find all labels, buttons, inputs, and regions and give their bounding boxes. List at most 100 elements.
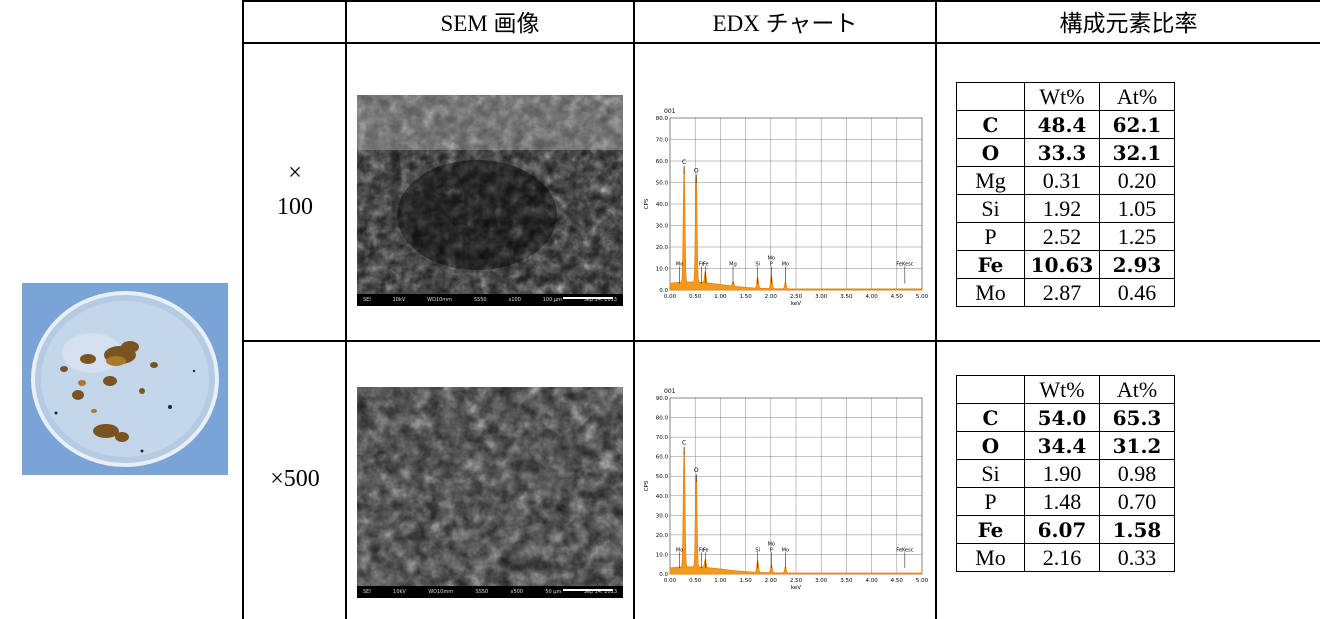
grid-top xyxy=(242,0,1320,2)
element-marker-label: Mo xyxy=(676,547,683,553)
x-tick-label: 5.00 xyxy=(916,294,929,300)
y-tick-label: 50.0 xyxy=(656,181,669,187)
x-axis-label: keV xyxy=(791,301,801,307)
wt-cell: 1.90 xyxy=(1024,459,1100,488)
element-cell: Mo xyxy=(956,543,1025,572)
wt-cell: 1.92 xyxy=(1024,194,1100,223)
wt-cell: 54.0 xyxy=(1024,403,1100,432)
wt-cell: 34.4 xyxy=(1024,431,1100,460)
x-tick-label: 4.50 xyxy=(891,294,904,300)
y-tick-label: 20.0 xyxy=(656,245,669,251)
at-cell: 62.1 xyxy=(1099,110,1175,139)
at-cell: 0.98 xyxy=(1099,459,1175,488)
element-marker-label: Mo xyxy=(782,547,789,553)
column-header xyxy=(956,375,1025,404)
x-tick-label: 2.00 xyxy=(765,294,778,300)
y-tick-label: 10.0 xyxy=(656,267,669,273)
x-tick-label: 4.50 xyxy=(891,578,904,584)
x-tick-label: 4.00 xyxy=(865,294,878,300)
peak-label: C xyxy=(682,159,686,166)
y-tick-label: 80.0 xyxy=(656,416,669,422)
wt-cell: 10.63 xyxy=(1024,250,1100,279)
magnification-label-row2: ×500 xyxy=(270,466,320,492)
wt-cell: 0.31 xyxy=(1024,166,1100,195)
element-marker-label: FeKesc xyxy=(896,262,913,268)
composition-table-row2: Wt% At% C 54.0 65.3 O 34.4 31.2 Si 1.90 0.98 P 1.48 0… xyxy=(956,375,1175,572)
at-cell: 2.93 xyxy=(1099,250,1175,279)
spectrum-series xyxy=(669,447,923,575)
x-tick-label: 2.50 xyxy=(790,578,803,584)
spectrum-series xyxy=(669,166,923,291)
x-axis-label: keV xyxy=(791,585,801,591)
element-marker-label: FeKesc xyxy=(896,547,913,553)
y-tick-label: 40.0 xyxy=(656,202,669,208)
table-row: P 2.52 1.25 xyxy=(956,222,1175,251)
element-cell: P xyxy=(956,222,1025,251)
y-tick-label: 0.0 xyxy=(659,572,668,578)
grid-col-2 xyxy=(345,0,347,619)
y-axis-label: CPS xyxy=(644,480,650,491)
element-marker-label: Fe xyxy=(699,262,705,268)
y-tick-label: 90.0 xyxy=(656,396,669,402)
table-row: Si 1.90 0.98 xyxy=(956,459,1175,488)
sample-photo xyxy=(22,283,228,475)
wt-cell: 48.4 xyxy=(1024,110,1100,139)
element-marker-label: Fe xyxy=(703,547,709,553)
y-tick-label: 70.0 xyxy=(656,435,669,441)
y-tick-label: 0.0 xyxy=(659,288,668,294)
x-tick-label: 2.00 xyxy=(765,578,778,584)
at-cell: 0.20 xyxy=(1099,166,1175,195)
y-tick-label: 20.0 xyxy=(656,533,669,539)
scale-bar xyxy=(563,297,613,299)
element-cell: P xyxy=(956,487,1025,516)
table-row: C 54.0 65.3 xyxy=(956,403,1175,432)
wt-cell: 2.52 xyxy=(1024,222,1100,251)
at-cell: 65.3 xyxy=(1099,403,1175,432)
x-tick-label: 3.00 xyxy=(815,294,828,300)
at-cell: 0.46 xyxy=(1099,278,1175,307)
x-tick-label: 0.50 xyxy=(689,578,702,584)
x-tick-label: 5.00 xyxy=(916,578,929,584)
y-tick-label: 10.0 xyxy=(656,552,669,558)
element-cell: O xyxy=(956,138,1025,167)
grid-col-4 xyxy=(935,0,937,619)
chart-title: 001 xyxy=(664,108,676,115)
y-tick-label: 80.0 xyxy=(656,116,669,122)
grid-col-1 xyxy=(242,0,244,619)
column-header: At% xyxy=(1099,375,1175,404)
element-marker-label: Fe xyxy=(703,262,709,268)
element-marker-label: Si xyxy=(755,547,760,553)
element-cell: Fe xyxy=(956,515,1025,544)
x-tick-label: 0.50 xyxy=(689,294,702,300)
edx-chart-row1: 001 0.00 0.50 1.00 1.50 2.00 2.50 3.00 3.50 4.00 4… xyxy=(644,108,929,307)
x-tick-label: 1.50 xyxy=(739,294,752,300)
table-row: P 1.48 0.70 xyxy=(956,487,1175,516)
element-cell: O xyxy=(956,431,1025,460)
element-cell: Fe xyxy=(956,250,1025,279)
y-tick-label: 70.0 xyxy=(656,138,669,144)
sem-image-row2: SEI 10kV WD10mm SS50 x500 50 µm Sep 14, 201… xyxy=(357,387,623,598)
column-header xyxy=(956,82,1025,111)
element-marker-label: Mo xyxy=(782,262,789,268)
grid-header-bottom xyxy=(242,42,1320,44)
x-tick-label: 3.50 xyxy=(840,294,853,300)
y-tick-label: 60.0 xyxy=(656,455,669,461)
header-ratio: 構成元素比率 xyxy=(1059,11,1198,36)
at-cell: 0.70 xyxy=(1099,487,1175,516)
element-cell: C xyxy=(956,403,1025,432)
column-header: Wt% xyxy=(1024,82,1100,111)
element-marker-label: Mo xyxy=(768,541,775,547)
composition-table-row1: Wt% At% C 48.4 62.1 O 33.3 32.1 Mg 0.31 0.20 Si 1.92… xyxy=(956,82,1175,307)
element-marker-label: P xyxy=(770,547,773,553)
at-cell: 1.05 xyxy=(1099,194,1175,223)
x-tick-label: 3.00 xyxy=(815,578,828,584)
x-tick-label: 3.50 xyxy=(840,578,853,584)
table-row: Mo 2.16 0.33 xyxy=(956,543,1175,572)
table-row: Fe 10.63 2.93 xyxy=(956,250,1175,279)
y-tick-label: 30.0 xyxy=(656,224,669,230)
element-marker-label: Mo xyxy=(768,256,775,262)
at-cell: 32.1 xyxy=(1099,138,1175,167)
chart-title: 001 xyxy=(664,388,676,395)
composition-header-row: Wt% At% xyxy=(956,82,1175,111)
table-row: Mg 0.31 0.20 xyxy=(956,166,1175,195)
